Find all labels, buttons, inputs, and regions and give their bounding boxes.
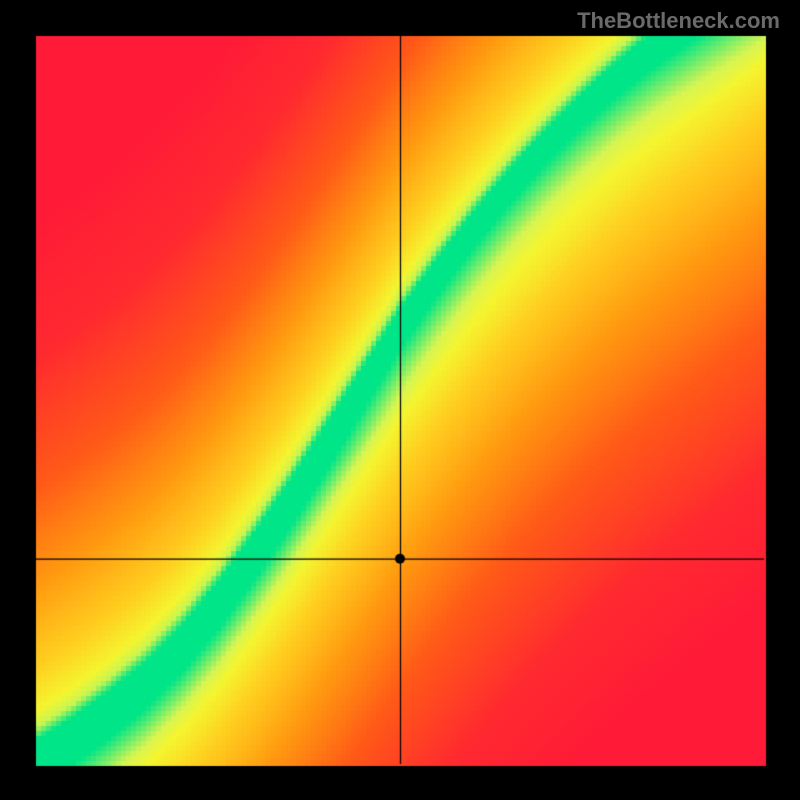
watermark-text: TheBottleneck.com [577, 8, 780, 34]
heatmap-canvas [0, 0, 800, 800]
chart-container: TheBottleneck.com [0, 0, 800, 800]
